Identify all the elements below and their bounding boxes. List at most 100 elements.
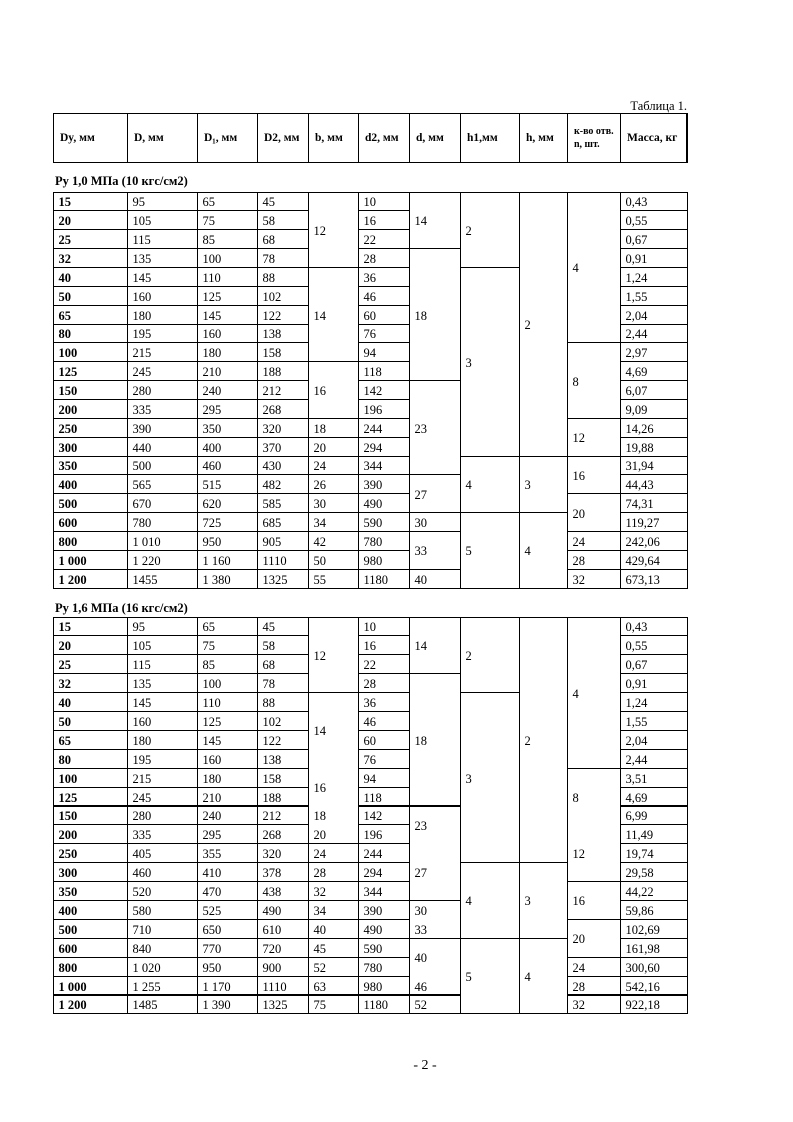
value-outer-diameter: 145 — [132, 696, 152, 711]
cell-bolt-hole-d: 14 — [408, 616, 461, 675]
value-outer-diameter: 180 — [132, 733, 152, 748]
cell-dy: 15 — [52, 616, 128, 637]
value-d2: 196 — [363, 828, 383, 843]
value-mass: 6,07 — [625, 384, 648, 399]
cell-outer-diameter: 405 — [126, 843, 198, 864]
value-bolt-circle-diameter: 110 — [202, 270, 221, 285]
cell-d2-diameter: 482 — [256, 474, 309, 495]
value-mass: 0,91 — [625, 252, 648, 266]
value-d2: 780 — [363, 960, 383, 975]
value-d2: 590 — [363, 941, 383, 956]
cell-d2: 294 — [357, 862, 410, 883]
cell-d2: 196 — [357, 398, 410, 419]
value-thickness-b: 45 — [313, 941, 327, 956]
cell-hole-count: 24 — [566, 530, 621, 551]
cell-dy: 32 — [52, 673, 128, 694]
cell-bolt-circle-diameter: 145 — [196, 729, 258, 750]
cell-d2: 390 — [357, 474, 410, 495]
cell-d2-diameter: 490 — [256, 900, 309, 920]
value-mass: 2,44 — [625, 327, 648, 342]
cell-d2-diameter: 58 — [256, 635, 309, 656]
value-h1: 4 — [465, 894, 472, 909]
value-d2-diameter: 68 — [262, 658, 276, 673]
cell-dy: 500 — [52, 918, 128, 939]
value-d2: 490 — [363, 497, 383, 512]
cell-thickness-b: 34 — [307, 512, 359, 532]
cell-dy: 50 — [52, 285, 128, 306]
value-dy: 1 200 — [58, 572, 87, 587]
cell-outer-diameter: 280 — [126, 380, 198, 400]
cell-d2: 980 — [357, 549, 410, 570]
cell-dy: 40 — [52, 692, 128, 712]
value-d2: 76 — [363, 752, 377, 767]
cell-hole-count: 32 — [566, 568, 621, 589]
value-thickness-b: 16 — [313, 781, 327, 796]
value-bolt-circle-diameter: 210 — [202, 790, 222, 805]
cell-outer-diameter: 195 — [126, 323, 198, 344]
header-outer-diameter: D, мм — [127, 113, 198, 163]
value-d2: 980 — [363, 979, 383, 994]
value-d2-diameter: 138 — [262, 752, 282, 767]
value-outer-diameter: 95 — [132, 620, 146, 635]
cell-outer-diameter: 565 — [126, 474, 198, 495]
value-d2-diameter: 212 — [262, 384, 282, 399]
cell-bolt-circle-diameter: 160 — [196, 323, 258, 344]
cell-dy: 350 — [52, 455, 128, 476]
cell-outer-diameter: 145 — [126, 266, 198, 287]
cell-mass: 44,43 — [619, 474, 688, 495]
cell-bolt-circle-diameter: 125 — [196, 285, 258, 306]
cell-mass: 19,88 — [619, 436, 688, 457]
cell-d2: 590 — [357, 512, 410, 532]
cell-bolt-hole-d: 23 — [408, 380, 461, 476]
value-outer-diameter: 105 — [132, 639, 152, 654]
cell-bolt-circle-diameter: 110 — [196, 692, 258, 712]
cell-d2: 22 — [357, 654, 410, 675]
header-thickness-b: b, мм — [308, 113, 359, 163]
value-d2: 46 — [363, 289, 377, 304]
value-dy: 200 — [58, 828, 78, 843]
value-outer-diameter: 135 — [132, 252, 152, 266]
value-thickness-b: 14 — [313, 308, 327, 323]
cell-mass: 6,07 — [619, 380, 688, 400]
cell-outer-diameter: 1 010 — [126, 530, 198, 551]
value-d2-diameter: 320 — [262, 847, 282, 862]
header-dy: Dy, мм — [53, 113, 128, 163]
cell-bolt-hole-d: 30 33 — [408, 900, 461, 939]
value-dy: 500 — [58, 922, 78, 937]
value-hole-count: 12 — [572, 431, 586, 446]
cell-dy: 125 — [52, 361, 128, 382]
cell-dy: 80 — [52, 323, 128, 344]
cell-thickness-b: 24 — [307, 843, 359, 864]
value-dy: 40 — [58, 270, 72, 285]
cell-bolt-circle-diameter: 1 380 — [196, 568, 258, 589]
value-outer-diameter: 180 — [132, 308, 152, 323]
cell-outer-diameter: 160 — [126, 285, 198, 306]
value-outer-diameter: 215 — [132, 771, 152, 786]
cell-bolt-circle-diameter: 100 — [196, 248, 258, 268]
cell-d2: 94 — [357, 767, 410, 788]
value-dy: 300 — [58, 440, 78, 455]
cell-outer-diameter: 335 — [126, 824, 198, 845]
cell-d2-diameter: 1325 — [256, 568, 309, 589]
value-dy: 400 — [58, 903, 78, 918]
cell-outer-diameter: 95 — [126, 191, 198, 212]
value-bolt-circle-diameter: 410 — [202, 866, 222, 881]
value-dy: 100 — [58, 771, 78, 786]
cell-thickness-b: 30 — [307, 493, 359, 514]
cell-thickness-b: 63 — [307, 975, 359, 996]
value-dy: 200 — [58, 402, 78, 417]
value-bolt-hole-d: 14 — [414, 639, 428, 654]
value-mass: 31,94 — [625, 459, 654, 474]
value-bolt-circle-diameter: 145 — [202, 308, 222, 323]
value-h: 3 — [524, 478, 531, 493]
value-hole-count: 16 — [572, 894, 586, 909]
cell-d2: 1180 — [357, 994, 410, 1015]
cell-thickness-b: 24 — [307, 455, 359, 476]
cell-bolt-circle-diameter: 620 — [196, 493, 258, 514]
cell-bolt-circle-diameter: 65 — [196, 616, 258, 637]
cell-d2: 390 — [357, 900, 410, 920]
cell-h: 2 — [518, 616, 568, 864]
value-d2-diameter: 122 — [262, 733, 282, 748]
value-d2: 36 — [363, 696, 377, 711]
cell-bolt-circle-diameter: 240 — [196, 380, 258, 400]
